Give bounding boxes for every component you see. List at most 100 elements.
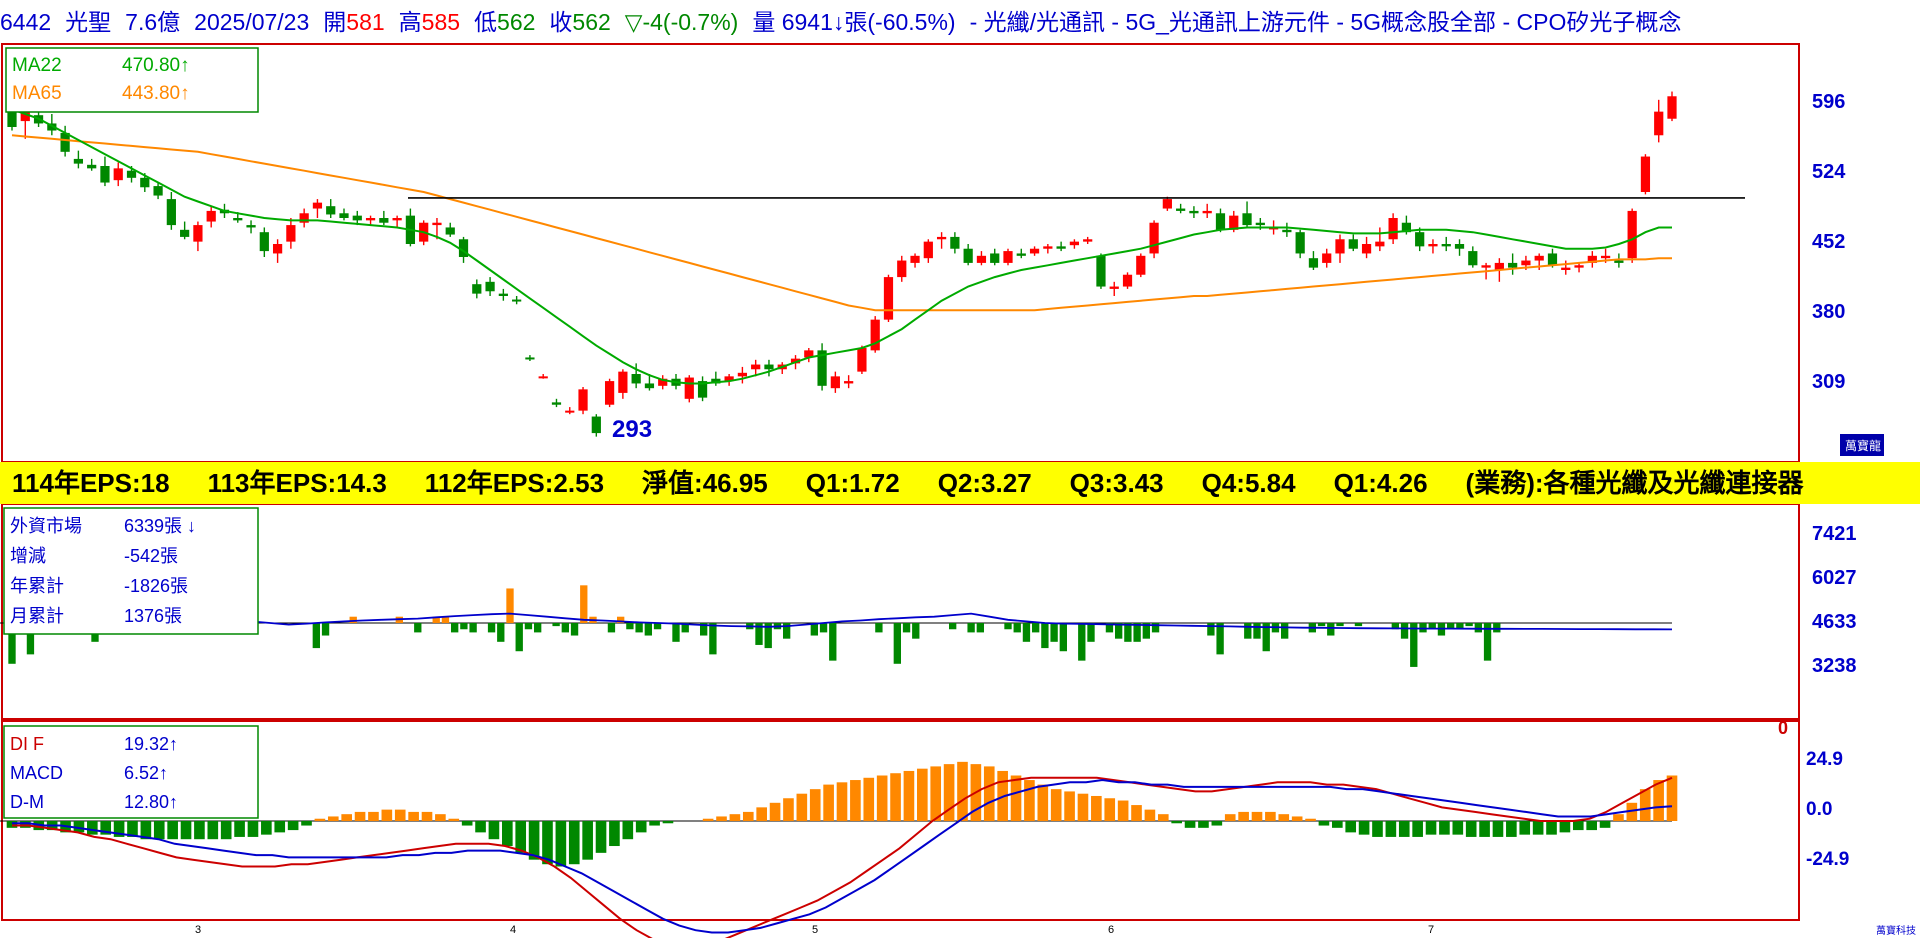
macd-histogram-bar	[1358, 821, 1370, 835]
candle-body	[1136, 255, 1146, 275]
macd-histogram-bar	[1519, 821, 1531, 835]
candle-body	[1016, 253, 1026, 256]
candle-body	[1109, 286, 1119, 289]
candle-body	[910, 255, 920, 263]
macd-histogram-bar	[1653, 780, 1664, 821]
macd-histogram-bar	[622, 821, 634, 840]
month-label: 7	[1428, 924, 1434, 936]
foreign-bar	[321, 622, 330, 636]
foreign-label: 外資市場	[10, 516, 82, 536]
macd-histogram-bar	[1452, 821, 1464, 835]
macd-histogram-bar	[1224, 814, 1236, 821]
eps-114: 114年EPS:18	[12, 468, 170, 498]
macd-histogram-bar	[140, 821, 152, 840]
foreign-bar	[1124, 622, 1132, 642]
candle-body	[1056, 246, 1066, 249]
macd-histogram-bar	[649, 821, 660, 826]
q1-eps: Q1:1.72	[805, 468, 900, 498]
macd-histogram-bar	[729, 814, 741, 821]
foreign-bar	[967, 622, 975, 633]
price-tick-label: 452	[1812, 231, 1845, 253]
macd-histogram-bar	[1398, 821, 1410, 837]
macd-histogram-bar	[1091, 795, 1102, 821]
foreign-bar	[1354, 622, 1363, 627]
macd-line	[12, 778, 1673, 934]
candle-body	[1494, 262, 1504, 270]
macd-histogram-bar	[863, 777, 875, 821]
foreign-bar	[1216, 622, 1224, 655]
candle-body	[1614, 260, 1624, 263]
foreign-bar	[1253, 622, 1261, 639]
foreign-bar	[441, 616, 450, 623]
foreign-plot	[0, 585, 1673, 667]
dif-value: 19.32↑	[124, 734, 178, 754]
candle-body	[963, 248, 973, 263]
candle-body	[525, 357, 535, 360]
foreign-bar	[469, 622, 477, 633]
foreign-bar	[552, 622, 560, 627]
macd-histogram-bar	[1332, 821, 1343, 828]
candle-body	[790, 358, 801, 364]
candle-body	[1627, 210, 1637, 259]
market-cap: 7.6億	[125, 9, 181, 35]
price-legend-box	[5, 47, 259, 113]
eps-113: 113年EPS:14.3	[207, 468, 387, 498]
foreign-bar	[570, 622, 579, 636]
macd-histogram-bar	[1024, 780, 1035, 821]
candle-body	[697, 381, 708, 398]
candle-body	[551, 402, 562, 405]
macd-histogram-bar	[394, 809, 406, 821]
month-label: 6	[1108, 924, 1114, 936]
q3-eps: Q3:3.43	[1069, 468, 1164, 498]
macd-histogram-bar	[1198, 821, 1209, 828]
delta-label: 增減	[10, 546, 46, 566]
fundamentals-bar: 114年EPS:18 113年EPS:14.3 112年EPS:2.53 淨值:46.…	[0, 462, 1920, 504]
candle-body	[1335, 239, 1345, 254]
foreign-bar	[1244, 622, 1252, 639]
foreign-bar	[1004, 622, 1012, 630]
candle-body	[1654, 111, 1664, 136]
candle-body	[379, 218, 389, 223]
foreign-bar	[699, 622, 708, 636]
candle-body	[711, 378, 721, 384]
candle-body	[1454, 244, 1465, 249]
candle-body	[1282, 229, 1292, 233]
macd-histogram-bar	[421, 811, 433, 821]
candle-body	[1242, 213, 1252, 226]
candle-body	[126, 170, 137, 178]
macd-label: MACD	[10, 763, 63, 783]
foreign-bar	[1114, 622, 1123, 639]
candle-body	[764, 364, 774, 370]
macd-histogram-bar	[194, 821, 205, 840]
macd-histogram-bar	[127, 821, 138, 837]
foreign-bar	[561, 622, 570, 633]
macd-histogram-bar	[957, 761, 968, 821]
macd-histogram-bar	[555, 821, 567, 867]
foreign-bar	[1059, 622, 1068, 652]
mtd-label: 月累計	[10, 606, 64, 626]
macd-histogram-bar	[742, 811, 754, 821]
candle-body	[976, 255, 987, 263]
dm-value: 12.80↑	[124, 792, 178, 812]
macd-histogram-bar	[1559, 821, 1571, 833]
foreign-bar	[524, 622, 533, 630]
candle-body	[644, 383, 655, 389]
macd-histogram-bar	[582, 821, 593, 860]
foreign-bar	[1013, 622, 1021, 633]
macd-histogram-bar	[542, 821, 553, 865]
macd-histogram-bar	[234, 821, 245, 837]
candle-body	[73, 158, 84, 164]
macd-histogram-bar	[917, 768, 928, 821]
macd-histogram-bar	[1639, 789, 1651, 821]
macd-histogram-bar	[167, 821, 178, 840]
foreign-bar	[349, 616, 357, 623]
macd-histogram-bar	[1532, 821, 1544, 835]
candle-body	[1587, 255, 1597, 263]
foreign-bar	[819, 622, 828, 633]
candle-body	[1189, 210, 1199, 214]
candle-body	[1600, 255, 1611, 259]
candle-body	[193, 225, 203, 242]
price-tick-label: 380	[1812, 301, 1845, 323]
change-value: ▽-4(-0.7%)	[624, 9, 739, 35]
